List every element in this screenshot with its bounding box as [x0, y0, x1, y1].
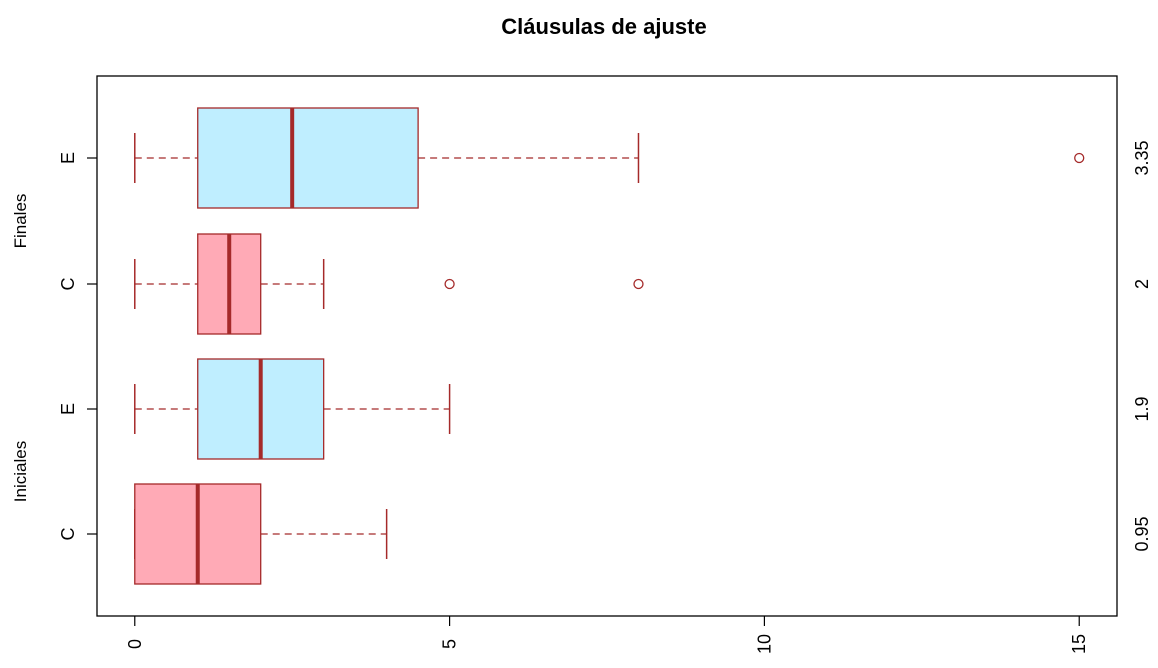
chart-title: Cláusulas de ajuste: [501, 14, 706, 39]
right-axis-label: 0.95: [1132, 516, 1152, 551]
right-axis-label: 2: [1132, 279, 1152, 289]
plot-frame: [96, 75, 1118, 617]
y-category-label: E: [58, 403, 78, 415]
right-axis-label: 1.9: [1132, 396, 1152, 421]
y-category-label: E: [58, 152, 78, 164]
group-label: Finales: [11, 194, 30, 249]
box-iqr: [197, 107, 419, 209]
x-tick-label: 0: [125, 639, 145, 649]
x-tick-label: 15: [1069, 634, 1089, 654]
y-category-label: C: [58, 528, 78, 541]
chart-marks: 0 5 10 15 C 0.95 E 1.9 Iniciales C 2 E 3.35 Finales: [11, 107, 1152, 654]
outlier-point: [444, 278, 455, 290]
outlier-point: [633, 278, 644, 290]
group-label: Iniciales: [11, 441, 30, 502]
y-category-label: C: [58, 278, 78, 291]
right-axis-label: 3.35: [1132, 140, 1152, 175]
outlier-point: [1074, 152, 1085, 164]
x-tick-label: 5: [440, 639, 460, 649]
x-tick-label: 10: [754, 634, 774, 654]
